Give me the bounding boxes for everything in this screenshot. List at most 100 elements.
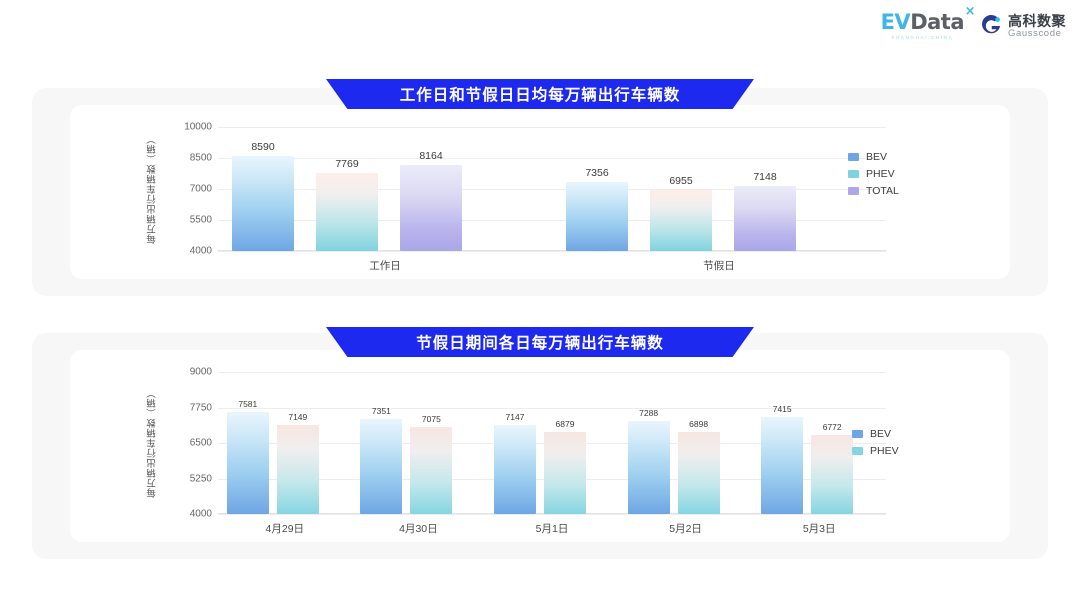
bar-value-label: 7356: [585, 166, 609, 179]
bar-value-label: 7149: [288, 411, 308, 422]
bar-value-label: 7147: [505, 411, 525, 422]
gridline: [218, 372, 886, 373]
y-axis-label: 每万辆出行车辆数（辆）: [147, 134, 158, 244]
gridline: [218, 514, 886, 515]
legend-swatch-icon: [852, 447, 863, 455]
evdata-logo-ev: EV: [880, 10, 911, 34]
x-axis-tick-label: 5月1日: [535, 523, 569, 535]
bar[interactable]: 7769: [316, 158, 378, 251]
bar-value-label: 6879: [555, 419, 575, 430]
bar[interactable]: 8164: [400, 150, 462, 251]
bar-group: 7415 6772 5月3日: [752, 372, 886, 535]
bar-value-label: 7288: [639, 407, 659, 418]
y-axis-tick-label: 4000: [189, 508, 212, 520]
bar[interactable]: 7581: [226, 399, 269, 514]
legend-swatch-icon: [848, 187, 859, 195]
y-axis-tick-label: 6500: [189, 437, 212, 449]
bar-value-label: 8164: [419, 149, 443, 162]
bar-value-label: 6955: [669, 174, 693, 187]
bar[interactable]: 7288: [627, 408, 670, 514]
bar-group: 8590 7769 8164 工作日: [218, 127, 552, 272]
chart-2: 每万辆出行车辆数（辆） 9000 7750 6500 5250 4000 7581 7149 4…: [70, 350, 1010, 542]
plot-area: 7581 7149 4月29日 7351 7075 4月30日 7147 6879 5月1日 72…: [218, 372, 886, 535]
gridline: [218, 220, 886, 221]
y-axis-label: 每万辆出行车辆数（辆）: [147, 388, 158, 498]
y-axis-tick-label: 7000: [189, 183, 212, 195]
legend-item[interactable]: BEV: [852, 428, 899, 440]
x-axis-tick-label: 4月30日: [399, 523, 438, 535]
x-axis-tick-label: 节假日: [703, 260, 735, 272]
gausscode-name-en: Gausscode: [1008, 27, 1062, 39]
bar[interactable]: 6879: [543, 419, 586, 514]
bar[interactable]: 7147: [493, 412, 536, 514]
y-axis-tick-label: 5250: [189, 473, 212, 484]
chart-card-1: 每万辆出行车辆数（辆） 10000 8500 7000 5500 4000 8590 7769…: [70, 105, 1010, 279]
evdata-wordmark: EVData ×: [880, 5, 976, 34]
bar-value-label: 6898: [689, 418, 709, 429]
x-axis-tick-label: 5月2日: [669, 523, 702, 535]
gridline: [218, 251, 886, 252]
evdata-logo-data: Data: [910, 10, 964, 34]
legend-swatch-icon: [848, 153, 859, 161]
y-axis-tick-label: 7750: [189, 402, 212, 413]
brand-bar: EVData × SHANGHAI CHINA 高科数聚 Gausscode: [880, 5, 1066, 41]
gausscode-logo: 高科数聚 Gausscode: [980, 14, 1066, 39]
gridline: [218, 158, 886, 159]
bar[interactable]: 6898: [677, 419, 720, 514]
gausscode-mark-icon: [980, 15, 1002, 37]
bar-group: 7356 6955 7148 节假日: [552, 127, 886, 272]
y-axis-tick-label: 9000: [189, 366, 212, 378]
legend-label: BEV: [870, 428, 892, 440]
bar[interactable]: 7415: [761, 404, 804, 514]
chart-legend: BEV PHEV TOTAL: [848, 151, 899, 202]
x-axis-tick-label: 5月3日: [802, 523, 836, 535]
gridline: [218, 407, 886, 409]
bar[interactable]: 6955: [650, 175, 712, 251]
bar-group: 7351 7075 4月30日: [352, 372, 486, 535]
chart-legend: BEV PHEV: [852, 428, 899, 462]
bar[interactable]: 8590: [232, 141, 294, 251]
bar[interactable]: 7075: [410, 414, 453, 514]
axis-baseline: [218, 250, 886, 251]
evdata-logo-subtitle: SHANGHAI CHINA: [891, 35, 954, 40]
bar[interactable]: 6772: [811, 422, 854, 514]
y-axis-tick-label: 10000: [184, 121, 212, 133]
chart-card-2: 每万辆出行车辆数（辆） 9000 7750 6500 5250 4000 7581 7149 4…: [70, 350, 1010, 542]
chart-1-title-banner: 工作日和节假日日均每万辆出行车辆数: [326, 79, 754, 109]
chart-panel-1: 每万辆出行车辆数（辆） 10000 8500 7000 5500 4000 8590 7769…: [32, 88, 1048, 296]
bar-value-label: 7075: [421, 413, 441, 424]
bar-value-label: 7148: [753, 170, 777, 183]
chart-panel-2: 每万辆出行车辆数（辆） 9000 7750 6500 5250 4000 7581 7149 4…: [32, 333, 1048, 559]
gausscode-text: 高科数聚 Gausscode: [1008, 14, 1066, 39]
bar-value-label: 7415: [772, 404, 792, 415]
legend-item[interactable]: BEV: [848, 151, 899, 163]
bar-group: 7581 7149 4月29日: [218, 372, 352, 535]
y-axis-tick-label: 4000: [189, 245, 212, 257]
chart-2-title-banner: 节假日期间各日每万辆出行车辆数: [326, 327, 754, 357]
chart-1: 每万辆出行车辆数（辆） 10000 8500 7000 5500 4000 8590 7769…: [70, 105, 1010, 279]
bar-group: 7147 6879 5月1日: [485, 372, 619, 535]
x-axis-tick-label: 工作日: [369, 260, 401, 272]
gridline: [218, 189, 886, 190]
legend-label: BEV: [866, 151, 888, 163]
x-axis-tick-label: 4月29日: [265, 523, 305, 535]
bar-group: 7288 6898 5月2日: [619, 372, 753, 535]
legend-label: PHEV: [866, 168, 895, 180]
y-axis-ticks: 10000 8500 7000 5500 4000: [160, 122, 212, 257]
y-axis-tick-label: 8500: [189, 152, 212, 164]
legend-label: PHEV: [870, 445, 899, 457]
bar[interactable]: 7149: [276, 412, 319, 514]
bar-value-label: 7351: [371, 405, 391, 416]
legend-item[interactable]: PHEV: [848, 168, 899, 180]
bar[interactable]: 7148: [734, 171, 796, 251]
legend-swatch-icon: [848, 170, 859, 178]
bar[interactable]: 7351: [360, 406, 403, 514]
bar[interactable]: 7356: [566, 167, 628, 251]
bar-value-label: 7769: [335, 158, 359, 171]
bar-value-label: 6772: [822, 422, 842, 433]
legend-item[interactable]: TOTAL: [848, 185, 899, 197]
legend-label: TOTAL: [866, 185, 899, 197]
legend-item[interactable]: PHEV: [852, 445, 899, 457]
bar-value-label: 7581: [238, 399, 258, 410]
